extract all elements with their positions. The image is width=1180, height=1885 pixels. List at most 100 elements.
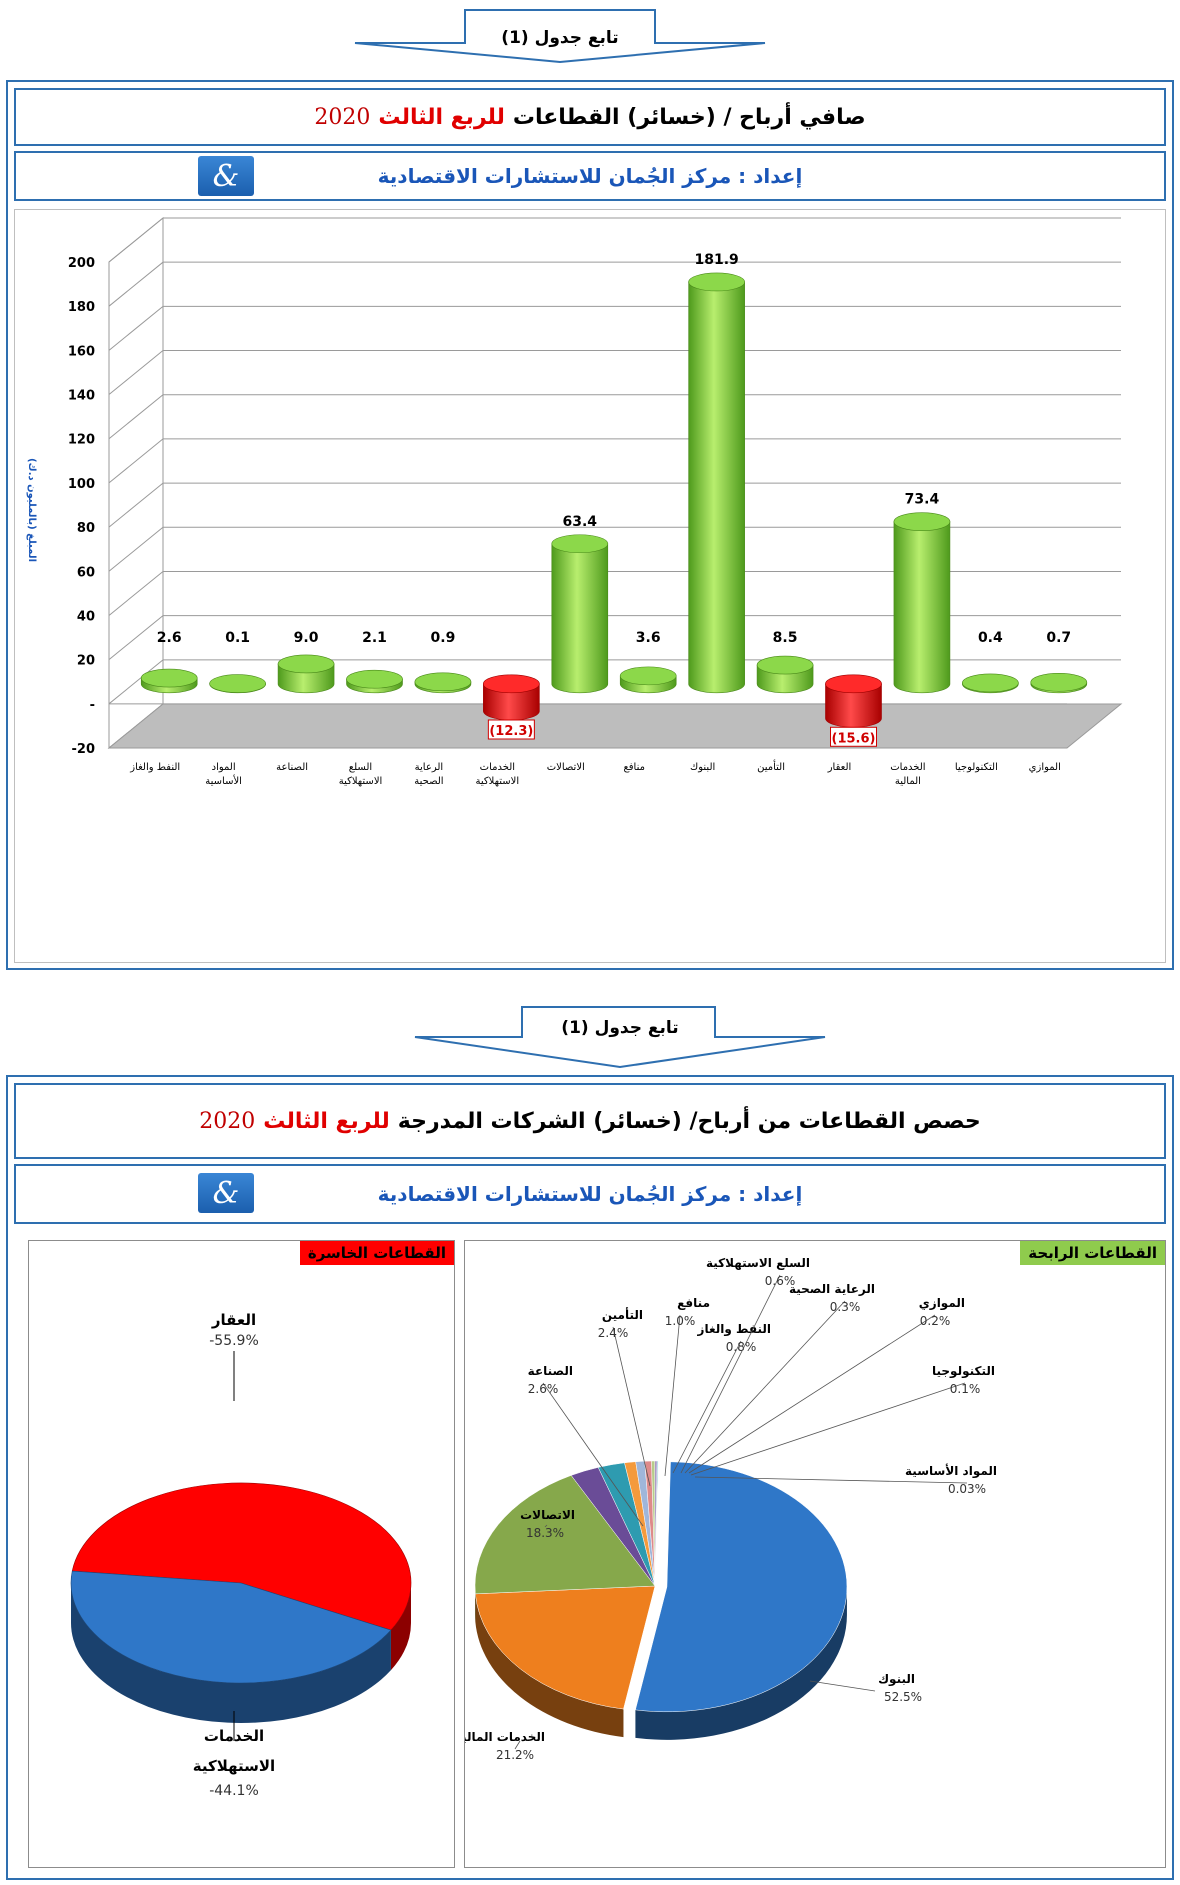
- bar-chart-box: -20-20 40 60 80 100 120 140 160 180 200 المبلغ (با…: [14, 209, 1166, 963]
- value-label-box: [487, 719, 535, 740]
- y-tick-label: 140: [68, 389, 95, 404]
- bar-13: [962, 673, 1019, 694]
- bar-cap: [209, 674, 266, 693]
- leader-line: [514, 1740, 521, 1750]
- bar-cap: [551, 534, 609, 554]
- y-tick-label: -: [90, 698, 95, 713]
- bar-body: [551, 543, 609, 694]
- bar-3: [277, 654, 335, 694]
- slice-pct: 0.6%: [765, 1274, 796, 1288]
- top-continuation-arrow: تابع جدول (1): [350, 8, 770, 64]
- title-period: للربع الثالث: [378, 104, 505, 130]
- title-prefix: حصص القطاعات من أرباح/ (خسائر) الشركات ا…: [397, 1108, 981, 1134]
- bar-1: [140, 668, 198, 694]
- category-label: المالية: [895, 776, 921, 787]
- bar-body: [893, 521, 951, 694]
- value-label: 0.4: [978, 630, 1003, 646]
- pie-section-title: حصص القطاعات من أرباح/ (خسائر) الشركات ا…: [14, 1083, 1166, 1159]
- slice-label: التكنولوجيا: [932, 1364, 995, 1379]
- y-tick-label: 120: [68, 433, 95, 448]
- slice-label: الخدمات المالية: [465, 1730, 545, 1744]
- pie-section-prep: إعداد : مركز الجُمان للاستشارات الاقتصاد…: [14, 1164, 1166, 1224]
- slice-pct: 21.2%: [496, 1748, 534, 1762]
- leader-line: [684, 1300, 846, 1474]
- slice-pct: 2.6%: [528, 1382, 559, 1396]
- leader-line: [612, 1326, 651, 1487]
- bar-14: [1030, 672, 1088, 694]
- gridline: [108, 350, 1121, 395]
- value-label: 181.9: [694, 252, 738, 268]
- bar-12: [893, 512, 951, 694]
- losing-sectors-panel: القطاعات الخاسرة العقار -55.9% الخدمات الاس…: [28, 1240, 455, 1868]
- prepared-by-label: إعداد : مركز الجُمان للاستشارات الاقتصاد…: [377, 164, 803, 188]
- leader-line: [542, 1382, 644, 1527]
- category-label: الموازي: [1029, 762, 1061, 773]
- pie-side: [635, 1586, 847, 1740]
- bar-6: [483, 674, 540, 721]
- profit-sectors-panel: القطاعات الرابحة البنوك 52.5% الخدمات الما…: [455, 1240, 1166, 1868]
- pie-side: [71, 1583, 391, 1723]
- slice-label: التأمين: [602, 1307, 643, 1322]
- losing-sectors-tag: القطاعات الخاسرة: [299, 1241, 454, 1265]
- prepared-by-label: إعداد : مركز الجُمان للاستشارات الاقتصاد…: [377, 1182, 803, 1206]
- category-label: الخدمات: [890, 762, 925, 773]
- y-tick-label: 80: [77, 521, 95, 536]
- bar-body: [688, 281, 745, 694]
- leader-line: [688, 1314, 936, 1474]
- category-label: الصناعة: [276, 762, 308, 773]
- bar-section-title: صافي أرباح / (خسائر) القطاعات للربع الثا…: [14, 88, 1166, 146]
- category-label: منافع: [623, 762, 645, 773]
- slice-label: الاتصالات: [520, 1508, 575, 1522]
- profit-sectors-tag: القطاعات الرابحة: [1020, 1241, 1165, 1265]
- leader-line: [690, 1382, 966, 1476]
- gridline: [108, 438, 1121, 484]
- bar-2: [209, 674, 266, 694]
- slice-pct: 0.03%: [948, 1482, 986, 1496]
- value-label: 3.6: [636, 630, 661, 646]
- leader-line: [664, 1314, 681, 1477]
- logo-icon: &: [198, 1173, 254, 1213]
- category-label: الاستهلاكية: [476, 776, 520, 787]
- title-period: للربع الثالث: [263, 1108, 390, 1134]
- y-tick-label: 20: [77, 654, 95, 669]
- slice-label: النفط والغاز: [697, 1322, 771, 1337]
- y-tick-label: 200: [68, 256, 95, 271]
- pie-side: [475, 1593, 624, 1738]
- category-label: الخدمات: [480, 762, 515, 773]
- slice-label: البنوك: [878, 1672, 915, 1687]
- slice-pct: -44.1%: [209, 1783, 259, 1799]
- bar-5: [414, 672, 472, 694]
- pie-slice-1: [71, 1482, 412, 1631]
- leader-line: [544, 1524, 548, 1528]
- slice-pct: 0.3%: [830, 1300, 861, 1314]
- bar-11: [825, 674, 882, 728]
- category-label: العقار: [827, 762, 852, 773]
- slice-label: الموازي: [919, 1296, 965, 1311]
- bar-cap: [277, 654, 335, 674]
- logo-icon: &: [198, 156, 254, 196]
- title-year: 2020: [199, 1108, 256, 1134]
- bar-cap: [414, 672, 472, 692]
- gridline: [108, 305, 1121, 351]
- category-label: النفط والغاز: [129, 762, 180, 773]
- category-label: البنوك: [690, 762, 715, 773]
- title-year: 2020: [314, 104, 371, 130]
- leader-line: [694, 1476, 968, 1484]
- y-tick-label: 160: [68, 344, 95, 359]
- slice-label: الخدمات: [204, 1727, 264, 1745]
- value-label: (12.3): [489, 724, 533, 739]
- bar-cap: [1030, 672, 1088, 692]
- category-label: الرعاية: [415, 762, 444, 773]
- gridline: [108, 615, 1121, 661]
- slice-label: الرعاية الصحية: [789, 1282, 875, 1296]
- bar-8: [619, 666, 677, 694]
- category-label: الاتصالات: [547, 762, 585, 773]
- bar-cap: [893, 512, 951, 531]
- slice-pct: 0.2%: [920, 1314, 951, 1328]
- pie-slice-12: [654, 1460, 659, 1587]
- gridline: [108, 394, 1121, 440]
- bar-cap: [483, 674, 540, 694]
- slice-label: السلع الاستهلاكية: [706, 1256, 810, 1270]
- category-label: السلع: [349, 762, 372, 773]
- slice-pct: 52.5%: [884, 1690, 922, 1704]
